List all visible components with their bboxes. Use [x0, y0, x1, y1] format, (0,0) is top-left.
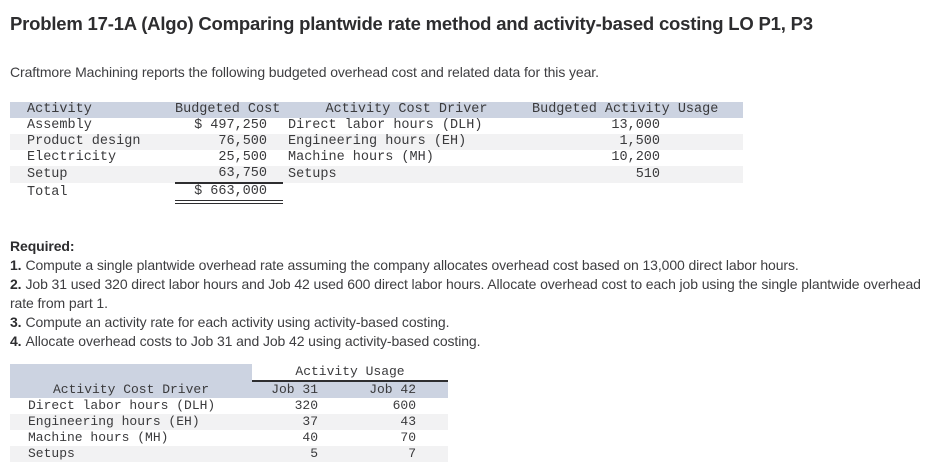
driver-cell: Machine hours (MH)	[28, 430, 169, 445]
job31-cell: 37	[252, 414, 350, 430]
total-label-cell: Total	[27, 184, 68, 200]
overhead-table-header-row: Activity Budgeted Cost Activity Cost Dri…	[10, 102, 743, 118]
required-item-2: 2. Job 31 used 320 direct labor hours and…	[10, 275, 934, 313]
required-item-3: 3. Compute an activity rate for each acti…	[10, 313, 934, 332]
usage-cell: 510	[530, 166, 743, 183]
header-activity-cost-driver: Activity Cost Driver	[10, 381, 252, 398]
driver-cell: Direct labor hours (DLH)	[28, 398, 216, 413]
table-row: Setups 5 7	[10, 446, 448, 462]
activity-usage-table: Activity Usage Activity Cost Driver Job …	[10, 364, 448, 462]
usage-cell: 13,000	[611, 118, 660, 133]
usage-group-header-row: Activity Usage	[10, 364, 448, 382]
item-text: Compute a single plantwide overhead rate…	[25, 257, 799, 273]
empty-cell	[283, 183, 530, 202]
header-activity: Activity	[10, 102, 175, 118]
empty-corner-cell	[10, 364, 252, 381]
header-activity-cost-driver: Activity Cost Driver	[283, 102, 530, 118]
driver-cell: Setups	[10, 446, 252, 462]
header-budgeted-cost: Budgeted Cost	[175, 102, 283, 118]
table-row: Electricity 25,500 Machine hours (MH) 10…	[10, 150, 743, 166]
required-item-4: 4. Allocate overhead costs to Job 31 and …	[10, 332, 934, 351]
usage-cell: 10,200	[611, 150, 660, 165]
problem-page: Problem 17-1A (Algo) Comparing plantwide…	[0, 13, 944, 462]
required-section: Required: 1. Compute a single plantwide o…	[10, 237, 934, 351]
table-row: Direct labor hours (DLH) 320 600	[10, 398, 448, 414]
intro-text: Craftmore Machining reports the followin…	[10, 64, 599, 80]
page-title: Problem 17-1A (Algo) Comparing plantwide…	[10, 13, 813, 34]
item-number: 2.	[10, 276, 22, 292]
driver-cell: Engineering hours (EH)	[283, 134, 530, 150]
job31-cell: 40	[302, 430, 318, 445]
table-row: Engineering hours (EH) 37 43	[10, 414, 448, 430]
item-number: 1.	[10, 257, 22, 273]
job42-cell: 70	[400, 430, 416, 445]
activity-cell: Electricity	[27, 150, 117, 165]
empty-cell	[530, 183, 743, 202]
driver-cell: Direct labor hours (DLH)	[288, 118, 483, 133]
job42-cell: 7	[350, 446, 448, 462]
job42-cell: 600	[392, 398, 416, 413]
cost-cell: 25,500	[218, 150, 267, 165]
header-budgeted-activity-usage: Budgeted Activity Usage	[530, 102, 743, 118]
header-job-31: Job 31	[252, 381, 350, 398]
activity-cell: Setup	[10, 166, 175, 183]
driver-cell: Machine hours (MH)	[288, 150, 434, 165]
item-text: Job 31 used 320 direct labor hours and J…	[10, 276, 921, 311]
driver-cell: Engineering hours (EH)	[10, 414, 252, 430]
job31-cell: 320	[294, 398, 318, 413]
header-job-42: Job 42	[350, 381, 448, 398]
total-row: Total $ 663,000	[10, 183, 743, 204]
driver-cell: Setups	[283, 166, 530, 183]
item-text: Allocate overhead costs to Job 31 and Jo…	[25, 333, 481, 349]
usage-cell: 1,500	[530, 134, 743, 150]
required-item-1: 1. Compute a single plantwide overhead ra…	[10, 256, 934, 275]
activity-cell: Product design	[10, 134, 175, 150]
item-text: Compute an activity rate for each activi…	[25, 314, 450, 330]
cost-cell: 63,750	[175, 166, 283, 184]
job31-cell: 5	[252, 446, 350, 462]
activity-cell: Assembly	[27, 118, 92, 133]
table-row: Assembly $ 497,250 Direct labor hours (D…	[10, 118, 743, 134]
total-cost-cell: $ 663,000	[175, 183, 283, 204]
item-number: 4.	[10, 333, 22, 349]
table-row: Product design 76,500 Engineering hours …	[10, 134, 743, 150]
budgeted-overhead-table: Activity Budgeted Cost Activity Cost Dri…	[10, 102, 743, 204]
cost-cell: 76,500	[175, 134, 283, 150]
table-row: Machine hours (MH) 40 70	[10, 430, 448, 446]
required-heading: Required:	[10, 238, 75, 254]
usage-table-header-row: Activity Cost Driver Job 31 Job 42	[10, 381, 448, 398]
activity-usage-group-header: Activity Usage	[252, 364, 448, 382]
item-number: 3.	[10, 314, 22, 330]
table-row: Setup 63,750 Setups 510	[10, 166, 743, 184]
job42-cell: 43	[350, 414, 448, 430]
cost-cell: $ 497,250	[194, 118, 267, 133]
